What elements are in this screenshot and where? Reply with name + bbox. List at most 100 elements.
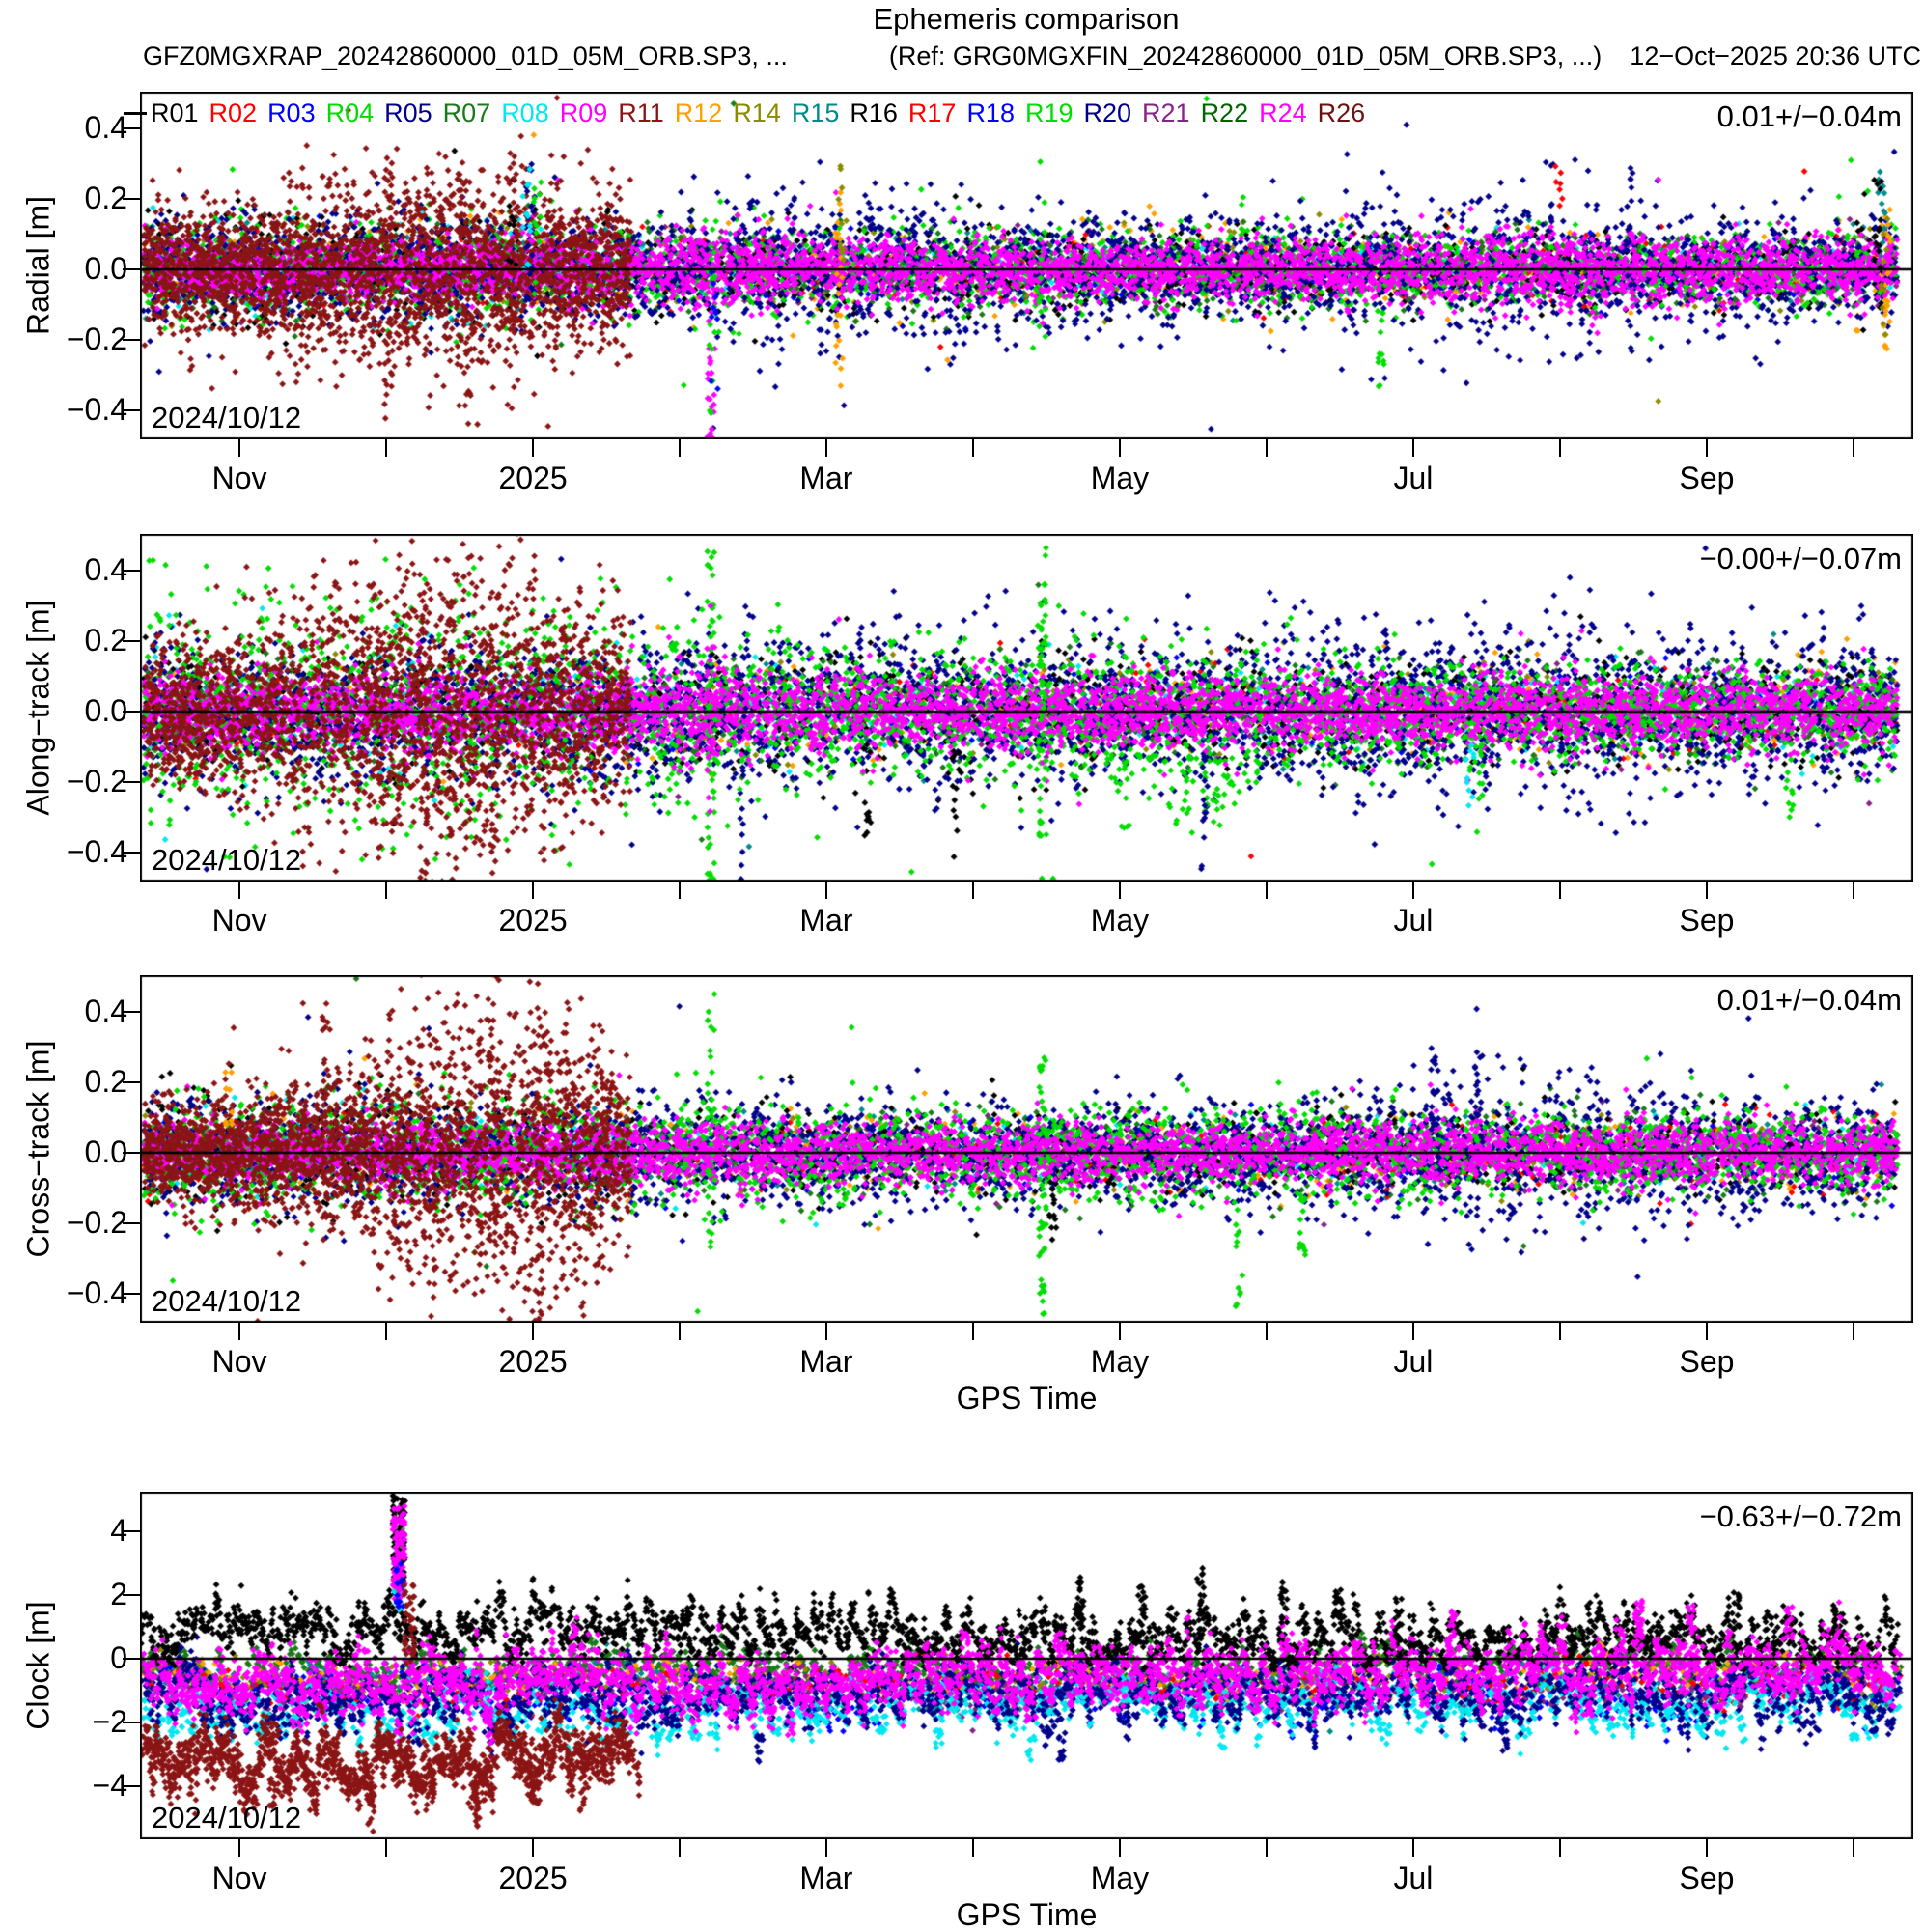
y-tick-label: −0.4	[66, 392, 127, 427]
y-tick-mark	[123, 1293, 140, 1295]
stats-annotation: 0.01+/−0.04m	[1716, 983, 1902, 1017]
legend-item-r16: R16	[850, 98, 898, 127]
legend-item-r22: R22	[1200, 98, 1249, 127]
legend-item-r05: R05	[384, 98, 432, 127]
x-tick-mark-major	[1705, 439, 1708, 457]
y-tick-label: 2	[110, 1577, 127, 1611]
y-tick-mark	[123, 1152, 140, 1154]
x-tick-mark-minor	[1852, 882, 1854, 899]
x-tick-mark-minor	[1852, 1323, 1854, 1340]
x-tick-label: May	[1090, 1344, 1150, 1379]
y-tick-mark	[123, 1785, 140, 1787]
x-tick-mark-major	[238, 1839, 241, 1857]
y-tick-label: 4	[110, 1513, 127, 1548]
y-tick-mark	[123, 198, 140, 200]
subtitle-ref-file: (Ref: GRG0MGXFIN_20242860000_01D_05M_ORB…	[888, 42, 1603, 70]
legend: R01 R02 R03 R04 R05 R07 R08 R09 R11 R12 R14 R15 R16 R…	[124, 98, 1376, 128]
y-tick-mark	[123, 852, 140, 854]
x-tick-mark-major	[532, 439, 535, 457]
x-tick-mark-major	[1411, 439, 1414, 457]
x-tick-mark-minor	[1265, 1839, 1268, 1857]
x-tick-mark-major	[532, 1323, 535, 1340]
y-tick-label: 0.2	[84, 181, 127, 215]
legend-item-r20: R20	[1083, 98, 1132, 127]
y-tick-mark	[123, 1011, 140, 1013]
x-tick-mark-major	[1118, 439, 1121, 457]
x-tick-mark-major	[1705, 1323, 1708, 1340]
timestamp: 12−Oct−2025 20:36 UTC	[1630, 42, 1921, 70]
date-label: 2024/10/12	[152, 401, 302, 434]
scatter-canvas-radial	[140, 92, 1913, 439]
y-tick-label: −0.4	[66, 834, 127, 869]
x-tick-label: Mar	[799, 461, 853, 495]
legend-item-r02: R02	[209, 98, 258, 127]
scatter-canvas-along	[140, 534, 1913, 882]
x-tick-mark-minor	[1265, 882, 1268, 899]
x-tick-mark-minor	[1558, 882, 1561, 899]
subtitle-left-file: GFZ0MGXRAP_20242860000_01D_05M_ORB.SP3, …	[143, 42, 788, 70]
x-tick-mark-major	[1411, 882, 1414, 899]
x-tick-mark-minor	[678, 1323, 681, 1340]
x-tick-mark-minor	[972, 439, 975, 457]
x-tick-label: Nov	[211, 903, 267, 938]
y-axis-label-radial: Radial [m]	[20, 195, 56, 336]
x-tick-label: Mar	[799, 903, 853, 938]
x-tick-mark-minor	[972, 1839, 975, 1857]
x-tick-mark-major	[1118, 1839, 1121, 1857]
legend-item-r03: R03	[267, 98, 316, 127]
x-tick-mark-minor	[972, 882, 975, 899]
legend-item-r18: R18	[966, 98, 1015, 127]
x-tick-label: Nov	[211, 1861, 267, 1895]
y-tick-label: −0.4	[66, 1275, 127, 1310]
y-tick-label: 0.4	[84, 552, 127, 587]
legend-item-r24: R24	[1259, 98, 1307, 127]
x-tick-mark-minor	[1852, 1839, 1854, 1857]
x-tick-mark-minor	[384, 439, 387, 457]
x-tick-mark-minor	[1558, 1323, 1561, 1340]
x-tick-label: May	[1090, 461, 1150, 495]
x-tick-label: Sep	[1679, 461, 1735, 495]
x-tick-label: 2025	[498, 461, 568, 495]
x-tick-mark-minor	[384, 1839, 387, 1857]
x-tick-label: Mar	[799, 1861, 853, 1895]
x-tick-mark-major	[824, 439, 827, 457]
x-tick-mark-major	[1705, 1839, 1708, 1857]
y-tick-label: 0.0	[84, 693, 127, 728]
x-tick-mark-minor	[384, 882, 387, 899]
x-tick-mark-minor	[1558, 439, 1561, 457]
legend-item-r07: R07	[442, 98, 491, 127]
x-tick-mark-major	[238, 439, 241, 457]
x-tick-label: Nov	[211, 461, 267, 495]
x-tick-mark-major	[532, 1839, 535, 1857]
legend-item-r09: R09	[559, 98, 608, 127]
x-tick-label: Nov	[211, 1344, 267, 1379]
x-tick-mark-major	[238, 882, 241, 899]
legend-item-r15: R15	[791, 98, 840, 127]
y-tick-label: −0.2	[66, 764, 127, 798]
x-tick-mark-major	[1705, 882, 1708, 899]
x-tick-label: Jul	[1393, 461, 1434, 495]
x-tick-mark-major	[824, 1323, 827, 1340]
x-tick-mark-minor	[972, 1323, 975, 1340]
x-tick-mark-minor	[678, 1839, 681, 1857]
x-tick-mark-minor	[1265, 1323, 1268, 1340]
stats-annotation: −0.00+/−0.07m	[1699, 542, 1902, 575]
legend-item-r26: R26	[1317, 98, 1366, 127]
legend-item-r08: R08	[501, 98, 549, 127]
x-tick-label: 2025	[498, 1344, 568, 1379]
x-tick-label: 2025	[498, 903, 568, 938]
legend-item-r04: R04	[325, 98, 375, 127]
y-tick-label: 0.4	[84, 110, 127, 145]
y-tick-mark	[123, 1081, 140, 1083]
scatter-canvas-clock	[140, 1492, 1913, 1839]
x-tick-mark-major	[824, 1839, 827, 1857]
legend-item-r01: R01	[151, 98, 199, 127]
date-label: 2024/10/12	[152, 1284, 302, 1318]
y-tick-mark	[123, 409, 140, 411]
y-tick-mark	[123, 1594, 140, 1596]
x-tick-mark-minor	[384, 1323, 387, 1340]
x-tick-label: Sep	[1679, 1861, 1735, 1895]
y-tick-label: −2	[92, 1704, 127, 1739]
x-axis-label-gps-time: GPS Time	[956, 1897, 1098, 1932]
